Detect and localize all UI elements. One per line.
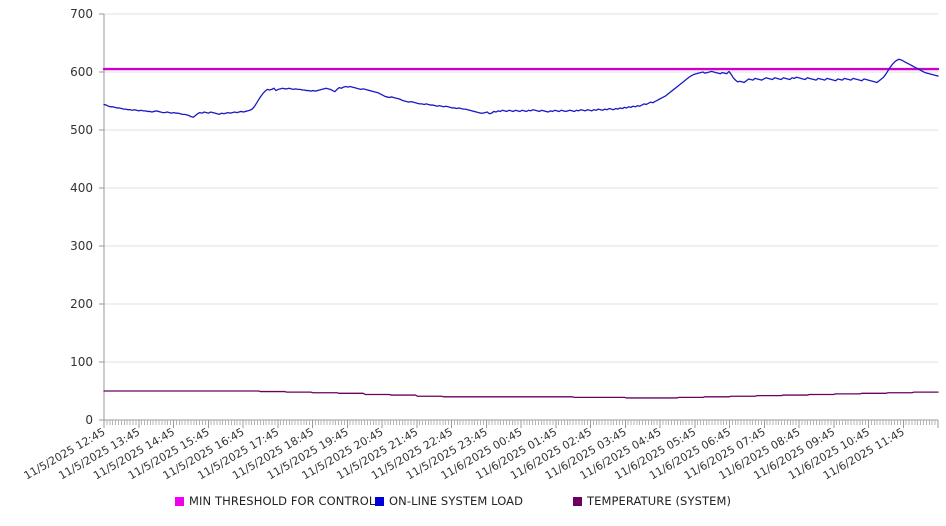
series-lines: [102, 58, 940, 399]
y-tick-label: 300: [70, 239, 93, 253]
x-axis-minor-ticks: [103, 420, 939, 428]
y-tick-label: 700: [70, 7, 93, 21]
y-axis-ticks: [99, 13, 104, 421]
legend-label: ON-LINE SYSTEM LOAD: [389, 494, 523, 508]
false: [573, 497, 582, 506]
false: [375, 497, 384, 506]
y-tick-label: 400: [70, 181, 93, 195]
y-tick-label: 600: [70, 65, 93, 79]
grid-lines: [104, 13, 938, 363]
legend-label: TEMPERATURE (SYSTEM): [586, 494, 731, 508]
y-tick-label: 100: [70, 355, 93, 369]
y-tick-label: 200: [70, 297, 93, 311]
false: [175, 497, 184, 506]
series-line-1: [103, 58, 939, 118]
series-line-2: [103, 390, 939, 399]
y-tick-label: 0: [85, 413, 93, 427]
y-tick-label: 500: [70, 123, 93, 137]
legend-label: MIN THRESHOLD FOR CONTROL: [189, 494, 376, 508]
chart-legend: MIN THRESHOLD FOR CONTROL ON-LINE SYSTEM …: [175, 494, 731, 508]
y-axis-tick-labels: 0 100 200 300 400 500 600 700: [70, 7, 93, 427]
